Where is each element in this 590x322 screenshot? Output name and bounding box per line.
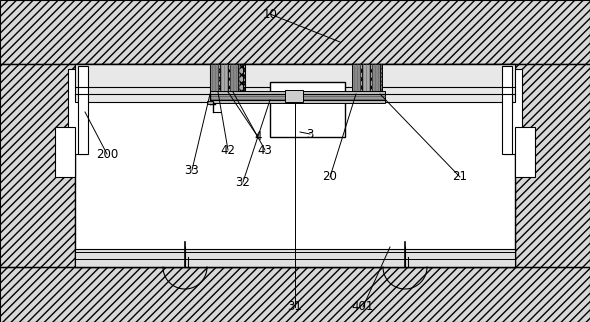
Bar	[210, 64, 245, 94]
Bar	[210, 91, 385, 94]
Bar	[75, 64, 515, 267]
Bar	[78, 66, 88, 154]
Bar	[352, 64, 382, 94]
Bar	[215, 64, 243, 94]
Bar	[352, 64, 360, 94]
Text: 10: 10	[263, 7, 277, 21]
Bar	[207, 101, 213, 104]
Text: 3: 3	[306, 128, 314, 140]
Text: 401: 401	[352, 300, 374, 314]
Text: 4: 4	[254, 130, 262, 144]
Bar	[362, 64, 370, 94]
Text: 33: 33	[185, 164, 199, 176]
Text: 32: 32	[235, 175, 250, 188]
Bar	[0, 267, 590, 322]
Text: 42: 42	[221, 144, 235, 156]
Text: 200: 200	[96, 147, 118, 160]
Text: 21: 21	[453, 171, 467, 184]
Bar	[230, 64, 238, 94]
Bar	[515, 64, 590, 267]
Bar	[515, 127, 535, 177]
Text: 31: 31	[287, 300, 303, 314]
Bar	[75, 64, 515, 102]
Text: 20: 20	[323, 171, 337, 184]
Bar	[210, 64, 218, 94]
Bar	[372, 64, 380, 94]
Bar	[210, 100, 385, 103]
Bar	[502, 66, 512, 154]
Bar	[68, 69, 86, 154]
Bar	[504, 69, 522, 154]
Bar	[0, 64, 75, 267]
Text: 43: 43	[258, 144, 273, 156]
Bar	[285, 90, 303, 102]
Bar	[75, 249, 515, 267]
Bar	[270, 82, 345, 137]
Bar	[55, 127, 75, 177]
Bar	[0, 0, 590, 64]
Bar	[210, 94, 385, 100]
Bar	[213, 64, 243, 94]
Bar	[220, 64, 228, 94]
